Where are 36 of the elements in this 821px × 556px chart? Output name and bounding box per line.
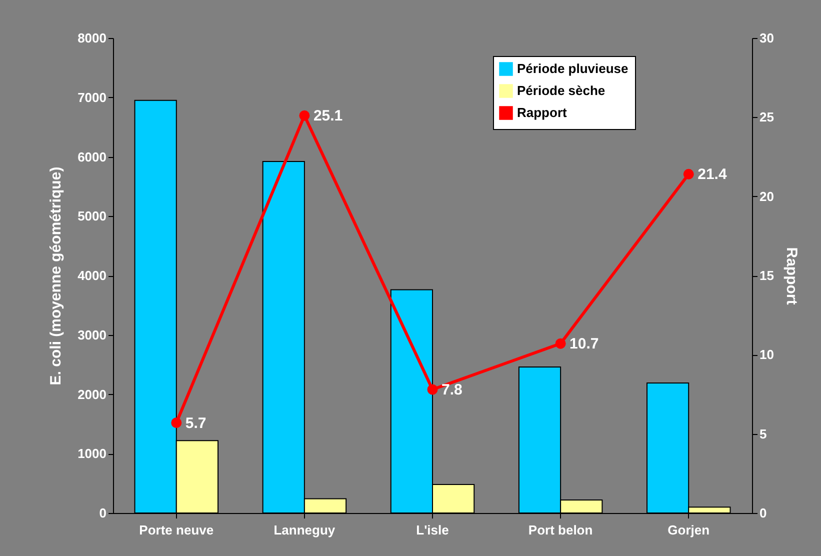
y2-tick-label: 0 (760, 506, 767, 520)
y-tick-label: 7000 (78, 90, 106, 105)
x-tick-label: Port belon (528, 522, 593, 538)
point (171, 418, 182, 428)
y-tick-label: 0 (99, 506, 106, 520)
point (427, 384, 438, 395)
y2-axis-title: Rapport (782, 247, 800, 305)
x-tick-label: L'isle (416, 522, 449, 538)
y-tick-label: 1000 (78, 446, 106, 462)
y-tick-label: 6000 (78, 149, 106, 164)
point (683, 168, 694, 180)
y-tick-label: 4000 (78, 268, 106, 283)
y-tick-label: 8000 (78, 30, 106, 46)
data-label: 25.1 (313, 108, 343, 125)
data-label: 21.4 (698, 166, 728, 184)
x-tick-label: Gorjen (668, 522, 710, 538)
y2-tick-label: 30 (760, 30, 774, 46)
legend-label: Période pluvieuse (517, 61, 628, 76)
y2-tick-label: 20 (760, 188, 774, 204)
y2-tick-label: 10 (760, 347, 774, 362)
x-tick-label: Lanneguy (274, 522, 336, 538)
point (555, 338, 566, 349)
y-tick-label: 5000 (78, 208, 106, 224)
data-label: 5.7 (185, 414, 206, 432)
y-tick-label: 2000 (78, 386, 106, 402)
y2-tick-label: 25 (760, 110, 774, 125)
y-axis-title: E. coli (moyenne géométrique) (48, 166, 65, 386)
point (299, 110, 310, 121)
y-tick-label: 3000 (78, 327, 106, 342)
legend-label: Période sèche (517, 83, 606, 98)
y2-tick-label: 15 (760, 268, 774, 283)
data-label: 7.8 (442, 382, 462, 398)
y2-tick-label: 5 (760, 426, 767, 442)
x-tick-label: Porte neuve (139, 522, 214, 538)
legend-label: Rapport (517, 105, 568, 120)
data-label: 10.7 (570, 336, 599, 353)
